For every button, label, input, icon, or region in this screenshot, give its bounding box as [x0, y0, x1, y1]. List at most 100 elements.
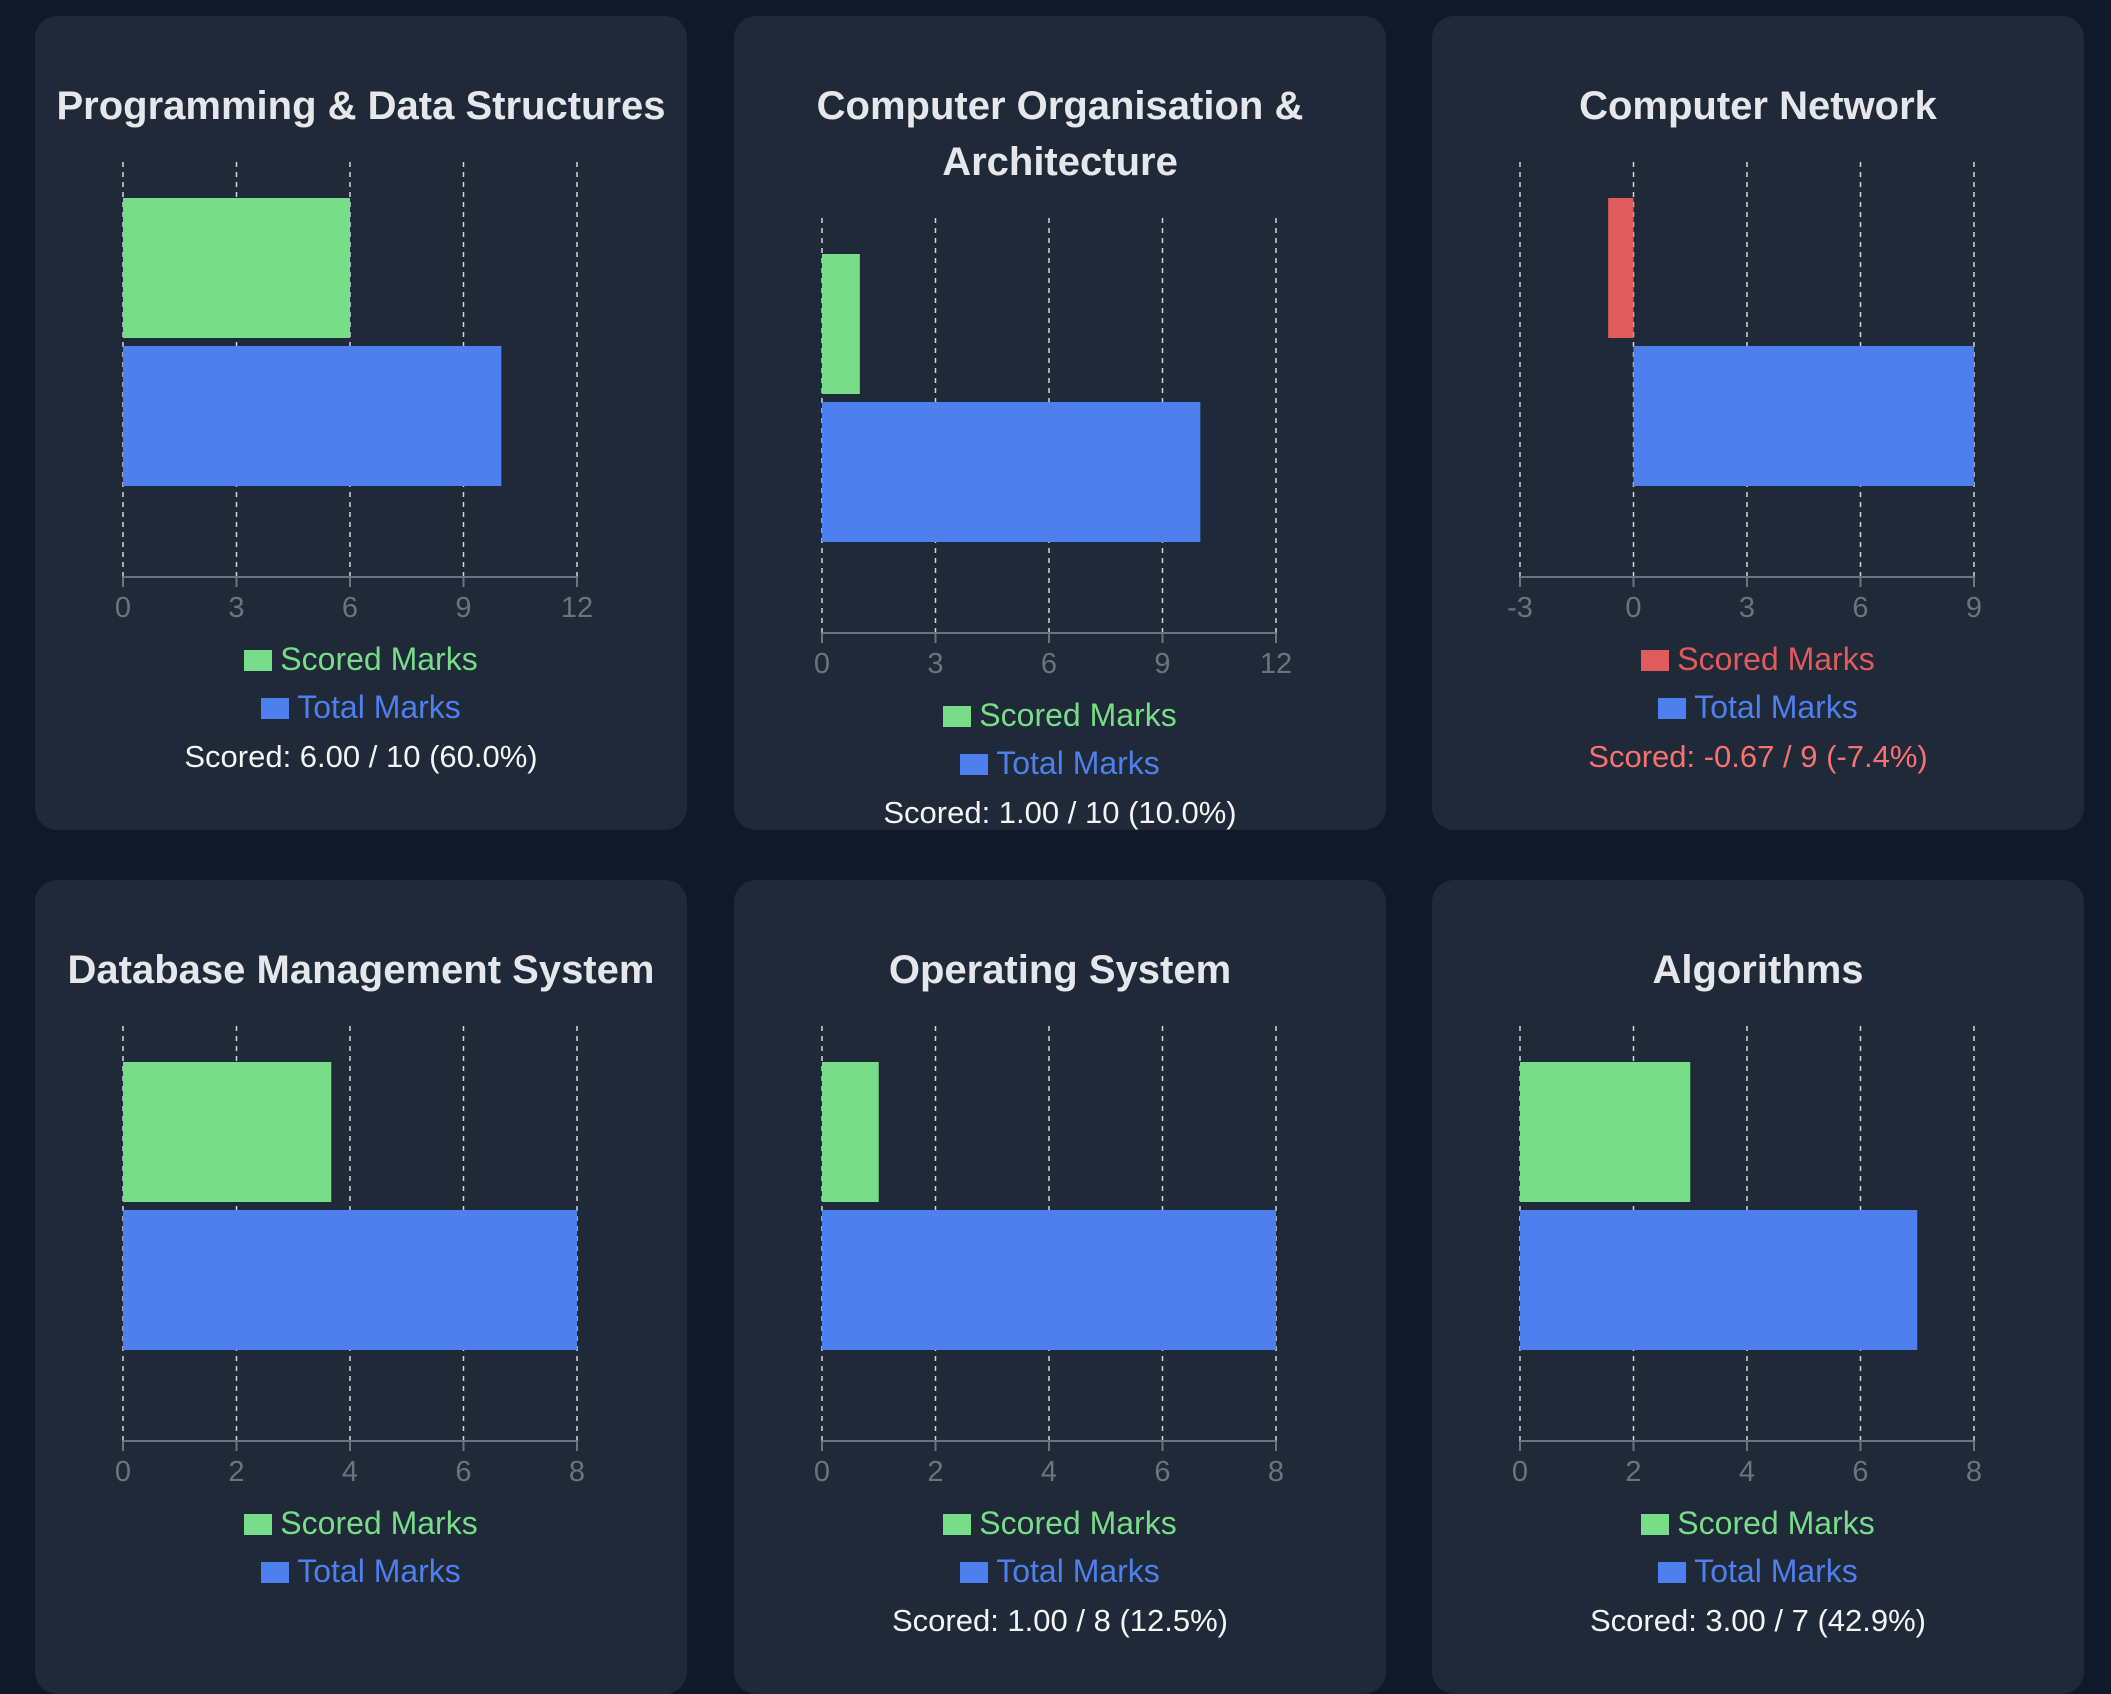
legend-item-total[interactable]: Total Marks [1432, 1551, 2084, 1591]
chart-title: Computer Organisation & Architecture [816, 84, 1304, 184]
bar-scored-marks[interactable] [1608, 198, 1634, 338]
legend-swatch-scored [1641, 1514, 1670, 1535]
chart-title: Operating System [888, 948, 1232, 992]
legend-item-total[interactable]: Total Marks [35, 687, 687, 727]
x-tick-label: 2 [228, 1456, 244, 1488]
x-tick-label: 6 [1852, 592, 1868, 624]
x-tick-label: 3 [927, 648, 943, 680]
legend-item-total[interactable]: Total Marks [1432, 687, 2084, 727]
bar-total-marks[interactable] [822, 1210, 1276, 1350]
x-tick-label: 9 [1154, 648, 1170, 680]
legend-label-total: Total Marks [1694, 1553, 1858, 1589]
score-summary: Scored: 6.00 / 10 (60.0%) [184, 739, 538, 774]
x-tick-label: 0 [814, 1456, 830, 1488]
legend-label-total: Total Marks [297, 689, 461, 725]
legend-label-total: Total Marks [297, 1553, 461, 1589]
legend-swatch-scored [244, 650, 273, 671]
bar-total-marks[interactable] [123, 1210, 577, 1350]
x-tick-label: 6 [1041, 648, 1057, 680]
x-tick-label: 4 [1041, 1456, 1057, 1488]
legend-swatch-scored [1641, 650, 1670, 671]
bar-total-marks[interactable] [1520, 1210, 1918, 1350]
x-tick-label: 6 [455, 1456, 471, 1488]
legend-swatch-total [261, 698, 290, 719]
score-summary: Scored: 1.00 / 10 (10.0%) [883, 795, 1237, 830]
legend-label-total: Total Marks [996, 745, 1160, 781]
legend-item-scored[interactable]: Scored Marks [734, 695, 1386, 735]
bar-scored-marks[interactable] [123, 1062, 332, 1202]
x-tick-label: 0 [1625, 592, 1641, 624]
bar-total-marks[interactable] [1633, 346, 1975, 486]
x-tick-label: 6 [342, 592, 358, 624]
x-tick-label: 12 [1260, 648, 1292, 680]
x-tick-label: 0 [115, 592, 131, 624]
chart-title: Computer Network [1579, 84, 1937, 128]
x-tick-label: 0 [814, 648, 830, 680]
x-tick-label: 4 [342, 1456, 358, 1488]
bar-scored-marks[interactable] [822, 254, 860, 394]
x-tick-label: 8 [1966, 1456, 1982, 1488]
legend-label-scored: Scored Marks [979, 1505, 1177, 1541]
legend-item-scored[interactable]: Scored Marks [35, 639, 687, 679]
chart-card-computer-organisation-architecture: Computer Organisation & Architecture 0 3 6… [734, 16, 1386, 830]
legend-swatch-total [1658, 1562, 1687, 1583]
legend-item-scored[interactable]: Scored Marks [1432, 1503, 2084, 1543]
x-tick-label: 2 [927, 1456, 943, 1488]
x-tick-label: 6 [1154, 1456, 1170, 1488]
x-tick-label: 4 [1739, 1456, 1755, 1488]
legend-item-total[interactable]: Total Marks [35, 1551, 687, 1591]
legend-label-scored: Scored Marks [280, 641, 478, 677]
x-tick-label: -3 [1507, 592, 1533, 624]
bar-chart: 0 2 4 6 8 [814, 1026, 1284, 1488]
score-summary: Scored: 1.00 / 8 (12.5%) [891, 1603, 1229, 1638]
x-tick-label: 0 [1512, 1456, 1528, 1488]
legend-swatch-total [960, 754, 989, 775]
bar-scored-marks[interactable] [1520, 1062, 1691, 1202]
chart-card-database-management-system: Database Management System 0 2 4 6 8 Scored … [35, 880, 687, 1694]
legend-swatch-scored [244, 1514, 273, 1535]
x-tick-label: 0 [115, 1456, 131, 1488]
x-tick-label: 8 [569, 1456, 585, 1488]
bar-chart: 0 3 6 9 12 [814, 218, 1292, 680]
score-summary: Scored: 3.00 / 7 (42.9%) [1589, 1603, 1927, 1638]
legend-label-total: Total Marks [996, 1553, 1160, 1589]
chart-title: Database Management System [67, 948, 655, 992]
bar-scored-marks[interactable] [123, 198, 350, 338]
x-tick-label: 3 [1739, 592, 1755, 624]
legend-item-scored[interactable]: Scored Marks [734, 1503, 1386, 1543]
legend-label-scored: Scored Marks [979, 697, 1177, 733]
chart-title: Programming & Data Structures [56, 84, 666, 128]
chart-title: Algorithms [1652, 948, 1864, 992]
legend-label-total: Total Marks [1694, 689, 1858, 725]
chart-card-programming-data-structures: Programming & Data Structures 0 3 6 9 12 Sco… [35, 16, 687, 830]
legend-label-scored: Scored Marks [1677, 641, 1875, 677]
legend-item-scored[interactable]: Scored Marks [1432, 639, 2084, 679]
legend-swatch-total [960, 1562, 989, 1583]
bar-chart: 0 2 4 6 8 [1512, 1026, 1982, 1488]
legend-item-total[interactable]: Total Marks [734, 743, 1386, 783]
legend-swatch-total [1658, 698, 1687, 719]
x-tick-label: 12 [561, 592, 593, 624]
chart-card-operating-system: Operating System 0 2 4 6 8 Scored Marks Tota… [734, 880, 1386, 1694]
x-tick-label: 9 [455, 592, 471, 624]
legend-label-scored: Scored Marks [280, 1505, 478, 1541]
legend-swatch-total [261, 1562, 290, 1583]
x-tick-label: 3 [228, 592, 244, 624]
x-tick-label: 6 [1852, 1456, 1868, 1488]
bar-total-marks[interactable] [123, 346, 502, 486]
bar-chart: 0 3 6 9 12 [115, 162, 593, 624]
chart-card-computer-network: Computer Network -3 0 3 6 9 Scored Marks Tot… [1432, 16, 2084, 830]
legend-item-total[interactable]: Total Marks [734, 1551, 1386, 1591]
legend-swatch-scored [943, 706, 972, 727]
x-tick-label: 9 [1966, 592, 1982, 624]
bar-chart: 0 2 4 6 8 [115, 1026, 585, 1488]
bar-total-marks[interactable] [822, 402, 1201, 542]
x-tick-label: 2 [1625, 1456, 1641, 1488]
x-tick-label: 8 [1268, 1456, 1284, 1488]
legend-label-scored: Scored Marks [1677, 1505, 1875, 1541]
score-summary: Scored: -0.67 / 9 (-7.4%) [1588, 739, 1928, 774]
bar-scored-marks[interactable] [822, 1062, 879, 1202]
legend-swatch-scored [943, 1514, 972, 1535]
legend-item-scored[interactable]: Scored Marks [35, 1503, 687, 1543]
bar-chart: -3 0 3 6 9 [1507, 162, 1982, 624]
